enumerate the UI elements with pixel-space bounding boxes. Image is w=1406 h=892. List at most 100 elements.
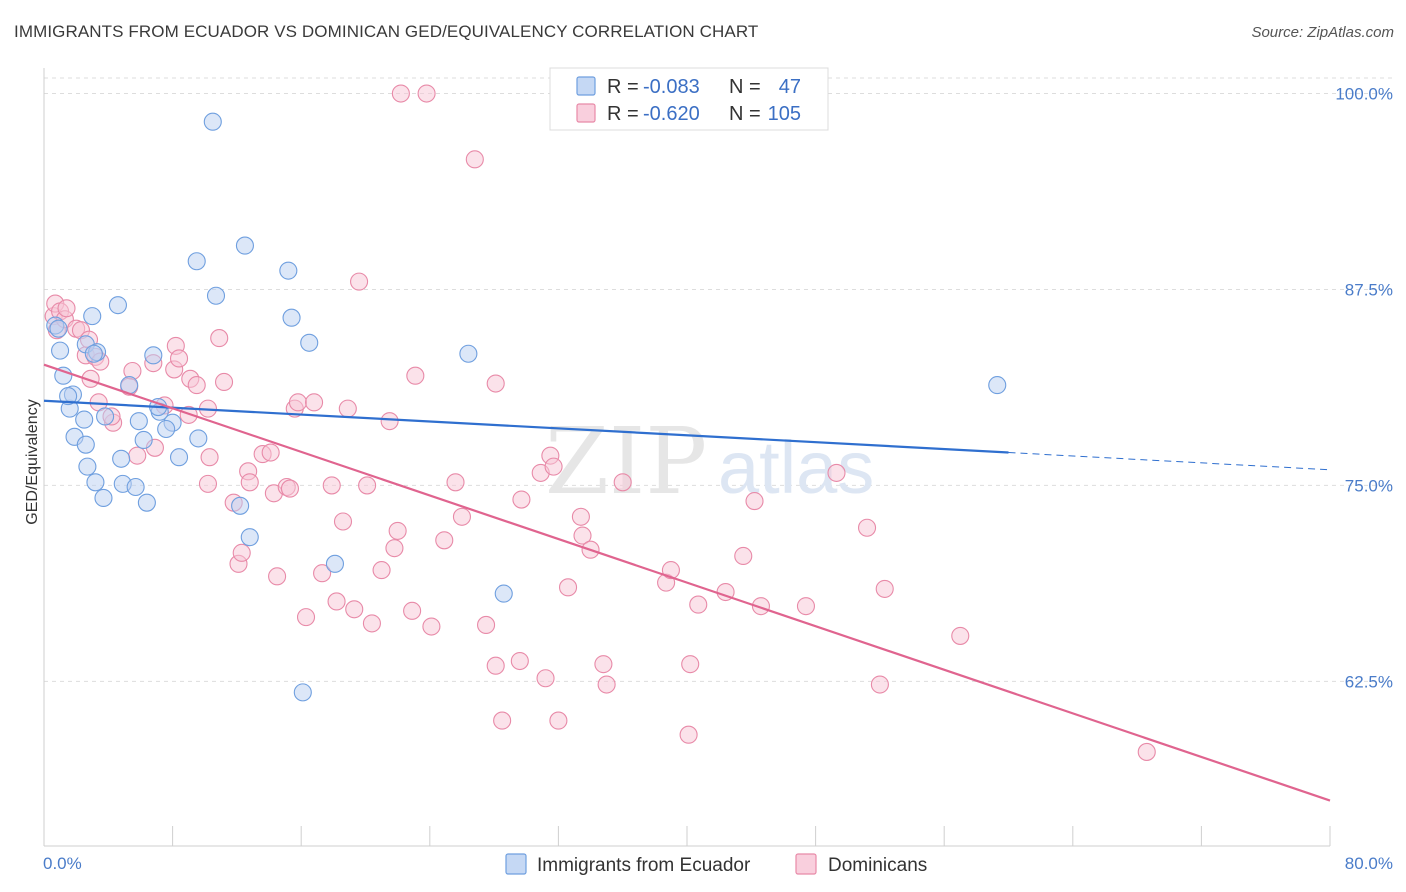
trend-line-ecuador [43,399,1009,454]
scatter-point [573,526,592,545]
scatter-point [417,84,436,103]
legend-swatch-ecuador [576,76,596,96]
scatter-point [512,490,531,509]
trend-line-dominicans [43,363,1331,802]
scatter-point [459,344,478,363]
scatter-point [240,473,259,492]
legend-swatch-dominicans [576,103,596,123]
scatter-point [536,669,555,688]
legend-bottom-swatch-ecuador [505,853,527,875]
legend-top: R = -0.083 N = 47 R = -0.620 N = 105 [549,67,829,131]
scatter-point [313,564,332,583]
scatter-point [54,366,73,385]
scatter-point [279,261,298,280]
scatter-point [494,584,513,603]
legend-r-value-1: -0.083 [643,76,700,98]
scatter-point [75,410,94,429]
scatter-point [486,374,505,393]
scatter-point [510,651,529,671]
scatter-point [210,329,229,348]
scatter-point [613,473,632,492]
scatter-point [827,463,846,482]
scatter-point [734,546,753,566]
scatter-point [232,543,251,562]
y-tick-label: 100.0% [1335,85,1393,104]
scatter-point [544,457,563,476]
scatter-point [380,412,399,431]
scatter-point [76,435,95,454]
y-axis-title: GED/Equivalency [24,399,41,524]
scatter-point [358,476,377,495]
watermark-atlas: atlas [718,426,874,509]
scatter-point [362,614,381,633]
scatter-point [305,393,324,412]
x-tick-label-min: 0.0% [43,854,82,873]
ecuador-points [46,112,1007,702]
scatter-point [679,725,698,744]
scatter-point [857,518,877,537]
scatter-point [203,112,222,131]
scatter-point [293,683,312,702]
scatter-point [322,476,341,495]
scatter-point [951,626,970,645]
scatter-point [372,561,391,580]
scatter-point [282,308,301,327]
scatter-point [594,655,613,674]
scatter-point [57,299,76,318]
scatter-point [96,407,115,426]
scatter-point [144,346,163,365]
scatter-point [345,600,364,619]
scatter-point [128,446,147,465]
scatter-point [187,376,206,395]
scatter-point [157,419,176,439]
scatter-point [49,319,68,338]
y-tick-label: 75.0% [1345,476,1393,495]
scatter-point [83,307,102,326]
scatter-point [296,608,316,627]
scatter-point [486,656,505,675]
legend-r-label-1: R = [607,76,639,98]
axes [43,68,1331,847]
scatter-point [86,473,105,492]
scatter-point [129,412,148,431]
scatter-point [198,474,218,493]
scatter-point [268,567,287,586]
scatter-point [134,430,153,450]
watermark-zip: ZIP [545,408,707,515]
legend-bottom: Immigrants from Ecuador Dominicans [505,853,927,876]
scatter-point [385,539,404,558]
trend-lines [43,363,1331,802]
scatter-point [493,711,512,730]
scatter-point [112,449,131,468]
x-tick-label-max: 80.0% [1345,854,1393,873]
scatter-point [84,344,103,363]
scatter-point [558,578,578,597]
scatter-point [169,448,189,467]
scatter-point [240,528,259,547]
scatter-point [288,393,308,412]
scatter-point [796,597,816,616]
scatter-point [187,252,206,271]
scatter-point [137,493,156,512]
scatter-point [403,601,422,620]
scatter-point [280,479,299,498]
scatter-point [200,448,219,467]
scatter-point [300,333,319,352]
scatter-point [350,272,369,291]
legend-n-value-1: 47 [779,76,801,98]
scatter-point [549,711,568,730]
chart-title: IMMIGRANTS FROM ECUADOR VS DOMINICAN GED… [14,22,759,41]
legend-r-label-2: R = [607,103,639,125]
scatter-point [446,473,465,492]
scatter-point [661,561,680,580]
scatter-point [108,296,127,315]
scatter-point [231,496,250,515]
trend-line-ecuador-extension [1008,452,1331,471]
scatter-point [689,595,708,614]
scatter-point [169,349,189,368]
y-tick-label: 62.5% [1345,672,1393,691]
legend-n-label-2: N = [729,103,761,125]
scatter-point [406,366,425,385]
scatter-point [422,617,441,636]
